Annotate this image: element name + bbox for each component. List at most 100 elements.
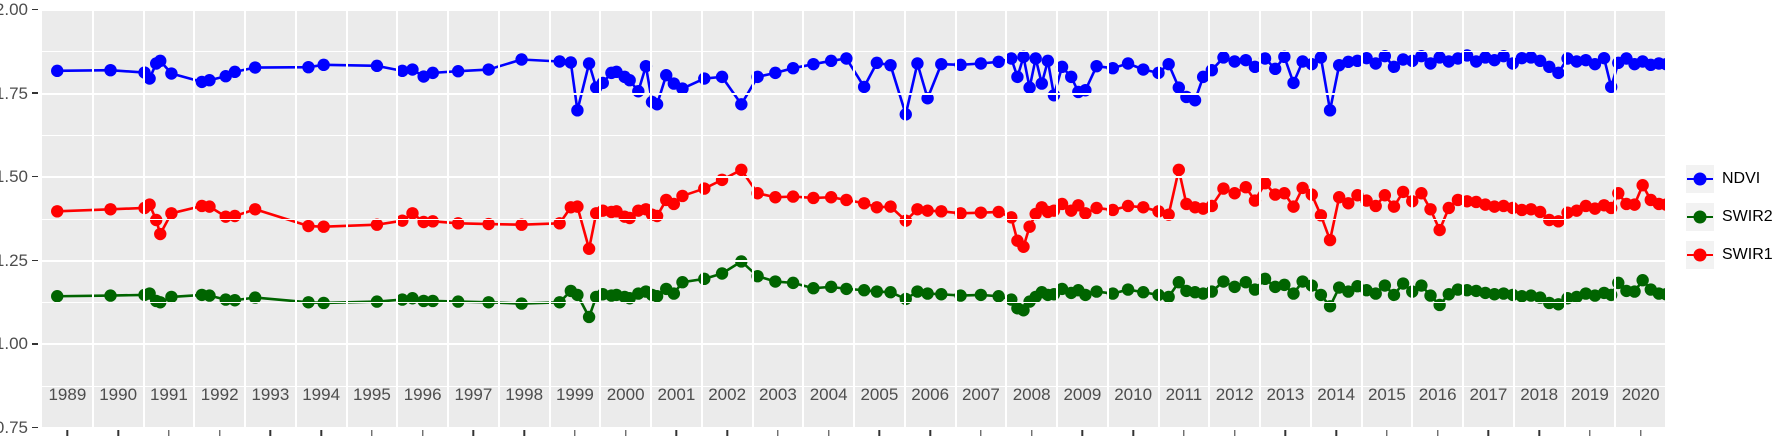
- data-point: [1442, 201, 1455, 215]
- legend-item-ndvi[interactable]: NDVI: [1686, 165, 1773, 193]
- data-point: [1506, 57, 1519, 70]
- data-point: [1332, 191, 1346, 204]
- x-axis-tick-label: 1989: [48, 385, 87, 404]
- x-axis-tick-mark: [1284, 430, 1287, 436]
- data-point: [1029, 52, 1042, 65]
- x-axis-tick-label: 2011: [1165, 385, 1203, 404]
- x-axis-tick-mark: [421, 430, 424, 436]
- y-axis-tick-label: 0.75: [0, 419, 38, 436]
- gridline-major-vertical: [142, 10, 145, 428]
- x-axis-tick-label: 2004: [809, 385, 848, 404]
- data-point: [1451, 193, 1465, 207]
- data-point: [1017, 304, 1030, 317]
- data-point: [370, 59, 384, 73]
- data-point: [165, 207, 178, 220]
- data-point: [1023, 81, 1036, 94]
- data-point: [807, 191, 820, 205]
- legend-item-swir1[interactable]: SWIR1: [1686, 241, 1773, 269]
- x-axis-tick-label: 1990: [99, 385, 138, 404]
- x-axis-tick-label: 1999: [555, 385, 594, 404]
- data-point: [417, 294, 430, 308]
- data-point: [857, 284, 871, 297]
- data-point: [406, 207, 419, 220]
- data-point: [1378, 279, 1392, 292]
- data-point: [1090, 285, 1103, 298]
- x-axis-tick-label: 1993: [251, 385, 290, 404]
- x-axis-tick-mark: [117, 430, 119, 436]
- x-axis-tick-mark: [1030, 430, 1033, 436]
- data-point: [786, 190, 800, 203]
- data-point: [1055, 197, 1069, 211]
- gridline-major-vertical: [1614, 10, 1617, 428]
- data-point: [1239, 276, 1252, 289]
- x-axis-tick-label: 2008: [1012, 385, 1051, 404]
- data-point: [1079, 84, 1092, 97]
- legend-key-swatch: [1686, 203, 1714, 231]
- y-axis-tick-label: 1.50: [0, 168, 38, 185]
- data-point: [1106, 287, 1120, 300]
- data-point: [1017, 240, 1030, 253]
- x-axis-tick-label: 1996: [403, 385, 442, 404]
- data-point: [1017, 50, 1030, 64]
- series-swir1: [51, 163, 1666, 255]
- x-axis-tick-label: 2015: [1367, 385, 1406, 404]
- data-point: [786, 276, 800, 290]
- data-point: [51, 64, 64, 78]
- data-point: [154, 227, 167, 241]
- x-axis-tick-label: 2003: [758, 385, 797, 404]
- data-point: [1055, 60, 1069, 74]
- data-point: [954, 207, 967, 220]
- data-point: [935, 288, 948, 301]
- data-point: [426, 294, 439, 308]
- data-point: [1196, 70, 1210, 84]
- data-point: [1515, 290, 1529, 303]
- data-point: [1515, 203, 1529, 217]
- data-point: [203, 289, 216, 302]
- data-point: [1106, 203, 1120, 217]
- x-axis-tick-mark: [1335, 430, 1337, 436]
- data-point: [667, 197, 681, 211]
- data-point: [1369, 57, 1382, 70]
- x-axis-tick-label: 2006: [911, 385, 950, 404]
- data-point: [992, 55, 1005, 69]
- data-point: [899, 108, 912, 121]
- x-axis-tick-label: 2012: [1215, 385, 1254, 404]
- gridline-major-vertical: [751, 10, 754, 428]
- data-point: [248, 203, 262, 216]
- y-axis-tick-label: 1.75: [0, 85, 38, 102]
- gridline-major-vertical: [1259, 10, 1261, 428]
- data-point: [515, 53, 528, 66]
- data-point: [870, 201, 884, 214]
- x-axis-tick-mark: [878, 430, 881, 436]
- data-point: [751, 187, 764, 200]
- data-point: [1506, 288, 1519, 302]
- legend-item-swir2[interactable]: SWIR2: [1686, 203, 1773, 231]
- data-point: [1047, 89, 1061, 102]
- data-point: [1552, 215, 1565, 228]
- x-axis-tick-label: 2005: [860, 385, 899, 404]
- data-point: [1396, 53, 1410, 66]
- data-point: [1217, 275, 1230, 288]
- data-point: [582, 242, 596, 255]
- data-point: [248, 291, 262, 304]
- data-point: [735, 98, 748, 111]
- data-point: [1659, 57, 1666, 71]
- data-point: [1035, 77, 1048, 90]
- data-point: [824, 54, 838, 68]
- data-point: [1497, 287, 1510, 300]
- data-point: [515, 297, 528, 310]
- data-point: [735, 163, 748, 177]
- legend-line-glyph: [1687, 248, 1713, 262]
- data-point: [1079, 207, 1092, 220]
- x-axis-tick-label: 1997: [454, 385, 493, 404]
- gridline-major-vertical: [396, 10, 399, 428]
- gridline-major-vertical: [497, 10, 500, 428]
- x-axis-tick-label: 2014: [1317, 385, 1356, 404]
- data-point: [1090, 59, 1103, 73]
- data-point: [1072, 199, 1085, 212]
- x-axis-tick-mark: [1436, 430, 1439, 436]
- x-axis-tick-mark: [1589, 430, 1591, 436]
- data-point: [974, 288, 988, 302]
- data-point: [317, 220, 330, 233]
- series-ndvi: [51, 49, 1666, 121]
